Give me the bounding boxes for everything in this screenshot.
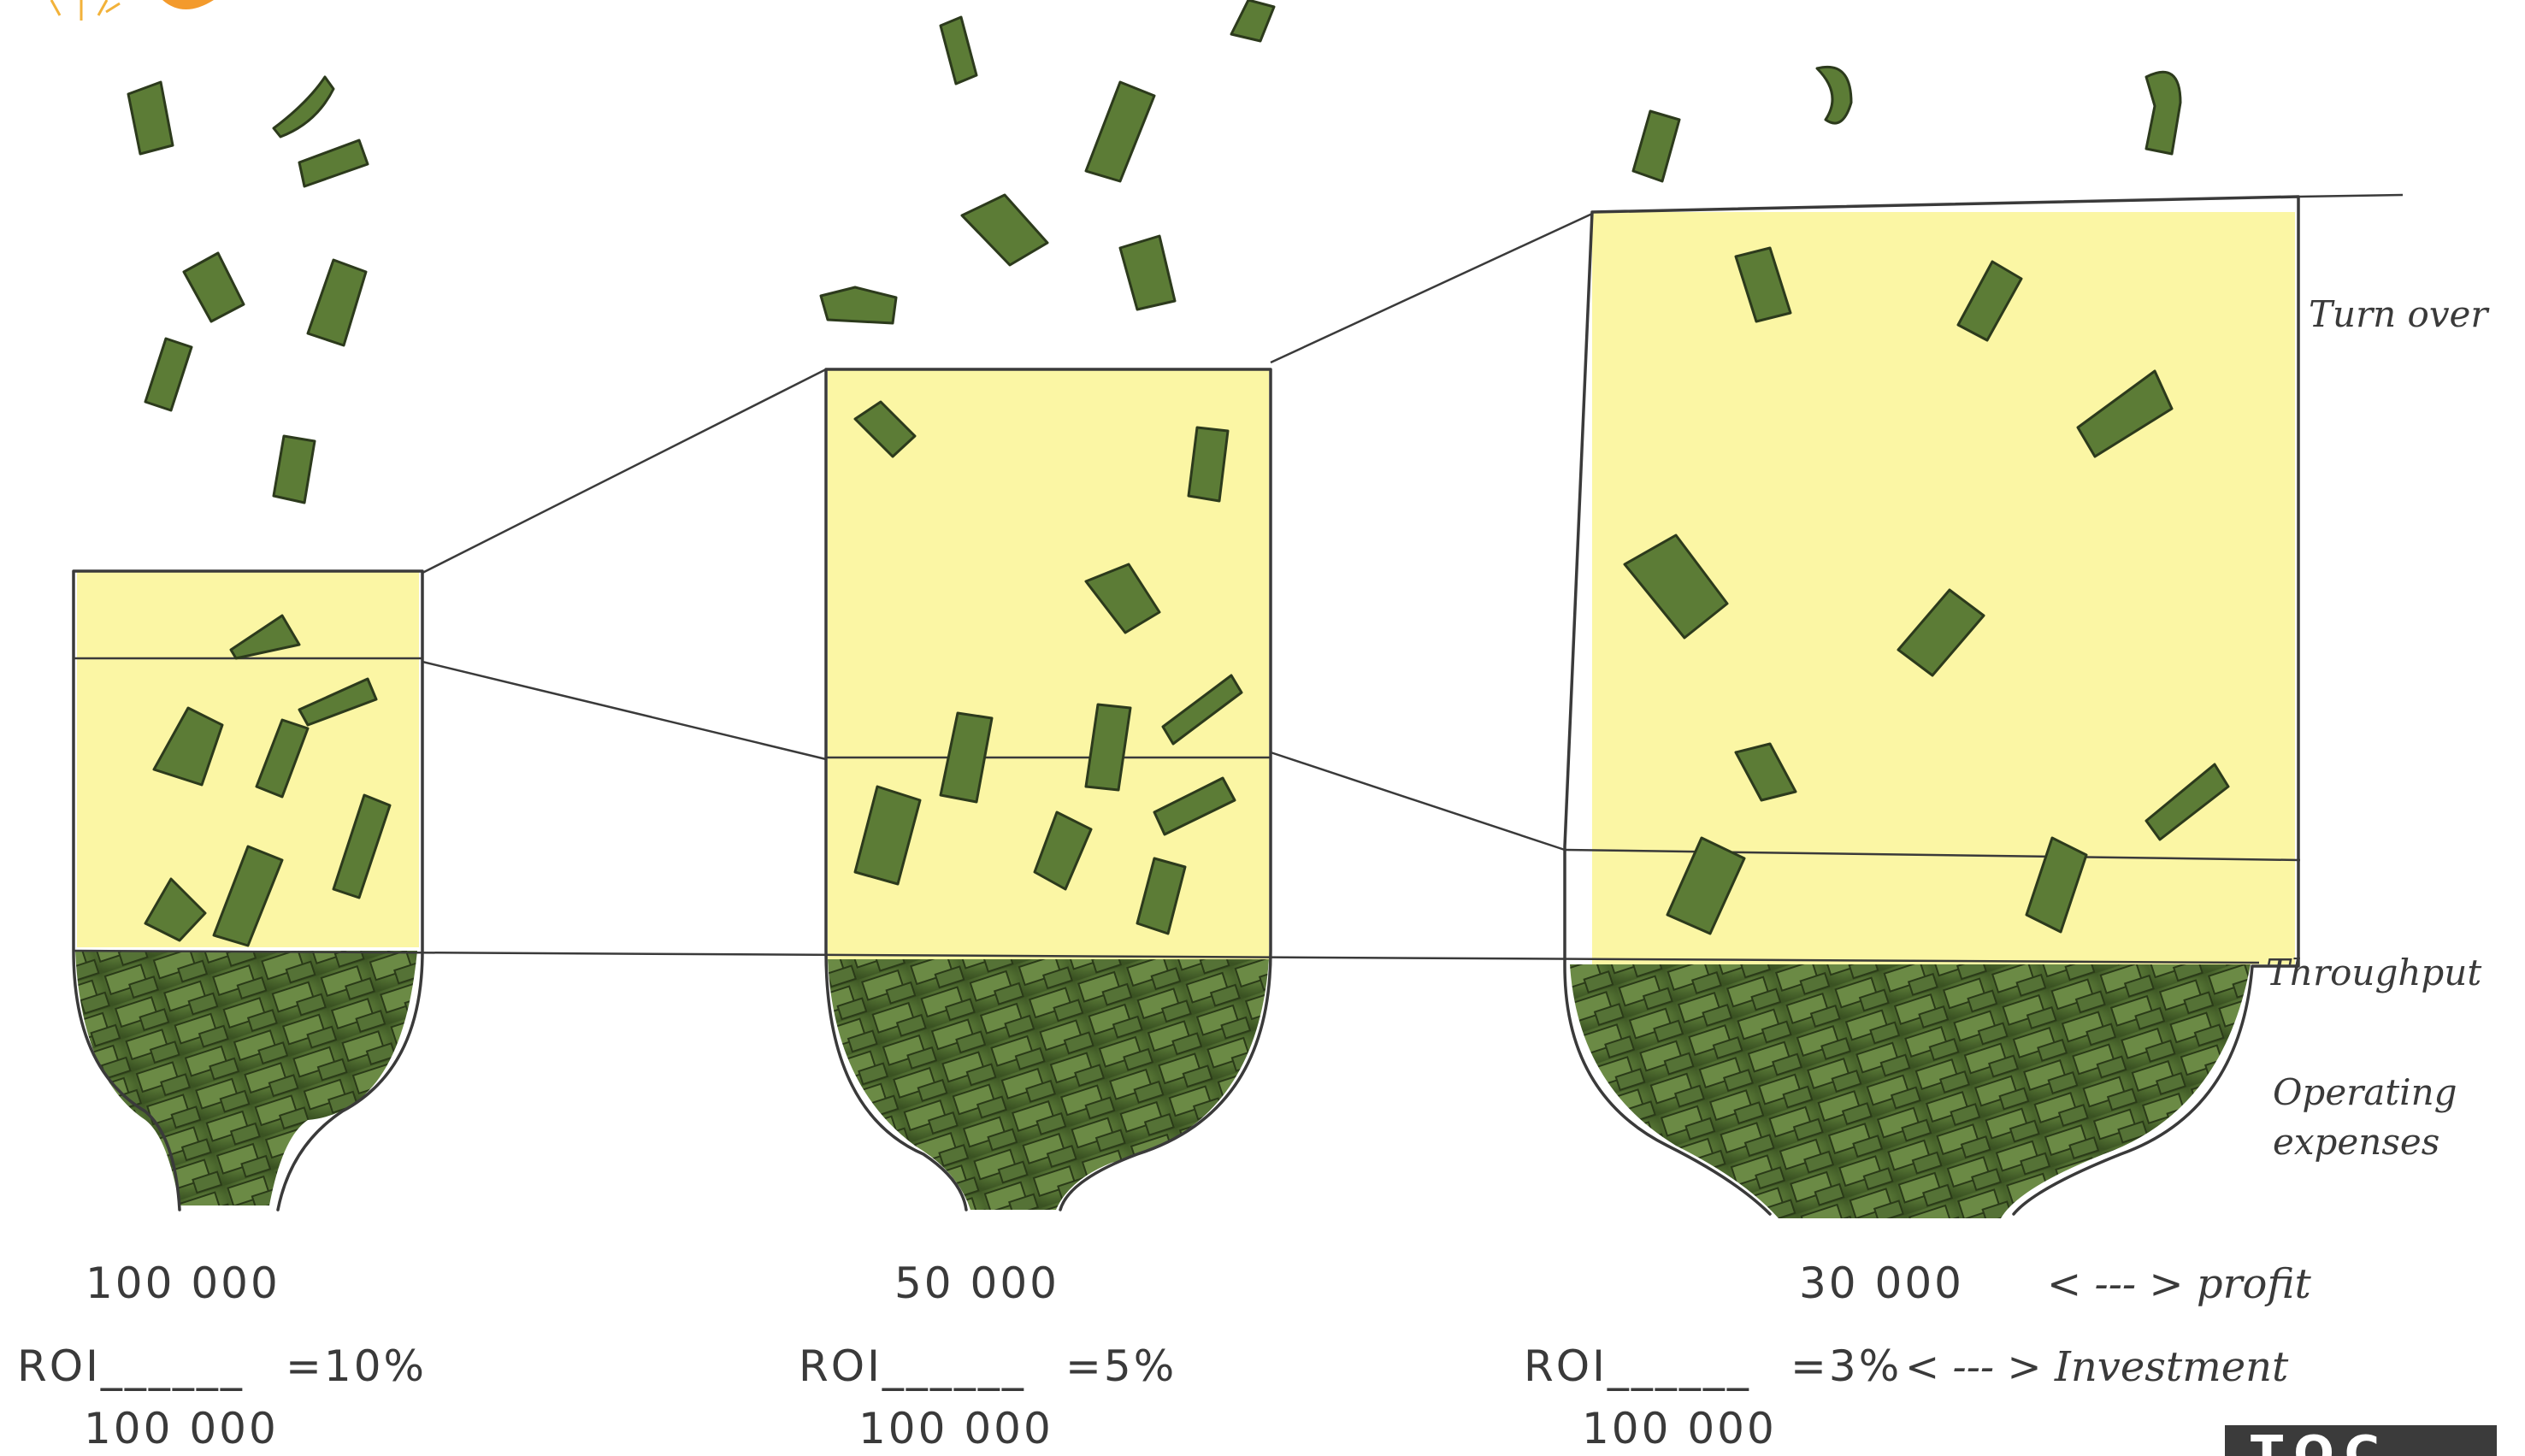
- bill-icon: [182, 251, 245, 323]
- investment-value: 100 000: [858, 1404, 1053, 1453]
- bill-icon: [272, 434, 316, 504]
- bill-icon: [939, 711, 994, 804]
- funnel-outline-2: [824, 368, 1272, 1211]
- roi-label: ROI______: [1524, 1341, 1751, 1391]
- bill-icon: [2144, 763, 2230, 841]
- toc-logo: TOC: [2225, 1425, 2497, 1456]
- bill-icon: [1815, 66, 1853, 125]
- bill-icon: [144, 877, 207, 942]
- bill-icon: [1136, 857, 1187, 935]
- investment-value: 100 000: [1582, 1404, 1777, 1453]
- roi-label: ROI______: [17, 1341, 245, 1391]
- bill-icon: [272, 75, 335, 139]
- investment-value: 100 000: [84, 1404, 279, 1453]
- operating-expenses-label-line1: Operating: [2273, 1071, 2457, 1113]
- bill-icon: [1084, 703, 1132, 792]
- bill-icon: [298, 677, 378, 727]
- operating-expenses-label-line2: expenses: [2273, 1121, 2439, 1163]
- bill-icon: [1956, 260, 2023, 342]
- profit-value: 50 000: [894, 1259, 1059, 1308]
- roi-value: =5%: [1065, 1341, 1177, 1391]
- bill-icon: [255, 718, 310, 799]
- bill-icon: [1161, 674, 1243, 746]
- turn-over-label: Turn over: [2309, 293, 2490, 335]
- bill-icon: [2144, 70, 2182, 156]
- funnel-3: [1563, 195, 2301, 1218]
- bill-icon: [853, 400, 917, 458]
- operating-expense-pile-1: [75, 951, 417, 1205]
- bill-icon: [1734, 246, 1792, 323]
- profit-value: 30 000: [1799, 1259, 1964, 1308]
- bill-icon: [1897, 588, 1985, 677]
- roi-block-3: 30 000 < --- > profit ROI______ =3% < --…: [1524, 1259, 2311, 1453]
- operating-expense-pile-3: [1570, 964, 2251, 1218]
- bill-icon: [1084, 80, 1156, 183]
- bill-icon: [1623, 533, 1729, 640]
- bill-icon: [1153, 776, 1236, 836]
- bill-icon: [1666, 836, 1746, 935]
- bill-icon: [1084, 563, 1161, 634]
- roi-block-2: 50 000 ROI______ =5% 100 000: [799, 1259, 1177, 1453]
- bill-icon: [939, 15, 978, 85]
- bill-icon: [1118, 234, 1177, 311]
- bill-icon: [332, 793, 392, 899]
- throughput-line: [73, 949, 2260, 964]
- roi-value: =3%: [1791, 1341, 1902, 1391]
- profit-value: 100 000: [86, 1259, 280, 1308]
- bill-icon: [298, 139, 369, 188]
- bill-icon: [306, 258, 368, 347]
- funnel-outline-3: [1563, 195, 2300, 1216]
- bill-icon: [144, 337, 193, 412]
- connector-lines: [73, 193, 2404, 964]
- throughput-label: Throughput: [2266, 952, 2481, 993]
- operating-expense-pile-2: [828, 959, 1269, 1210]
- bill-icon: [229, 614, 301, 660]
- bill-icon: [853, 785, 922, 886]
- bill-icon: [2076, 369, 2174, 458]
- sun-icon: [50, 0, 214, 21]
- logo-text: TOC: [2251, 1426, 2390, 1456]
- bill-icon: [960, 193, 1049, 267]
- bill-icon: [212, 845, 284, 947]
- investment-arrow-label: < --- > Investment: [1905, 1343, 2289, 1391]
- bill-icon: [1033, 811, 1093, 891]
- funnel-outline-1: [72, 569, 424, 1211]
- bill-icon: [1187, 426, 1230, 503]
- roi-block-1: 100 000 ROI______ =10% 100 000: [17, 1259, 427, 1453]
- falling-bills: [127, 0, 2230, 947]
- roi-value: =10%: [286, 1341, 427, 1391]
- bill-icon: [127, 80, 174, 156]
- roi-label: ROI______: [799, 1341, 1026, 1391]
- bill-icon: [819, 286, 898, 325]
- bill-icon: [2025, 836, 2088, 934]
- bill-icon: [1230, 0, 1276, 43]
- bill-icon: [1631, 109, 1681, 183]
- bill-icon: [1734, 742, 1797, 802]
- bill-icon: [152, 706, 224, 787]
- profit-arrow-label: < --- > profit: [2047, 1260, 2311, 1308]
